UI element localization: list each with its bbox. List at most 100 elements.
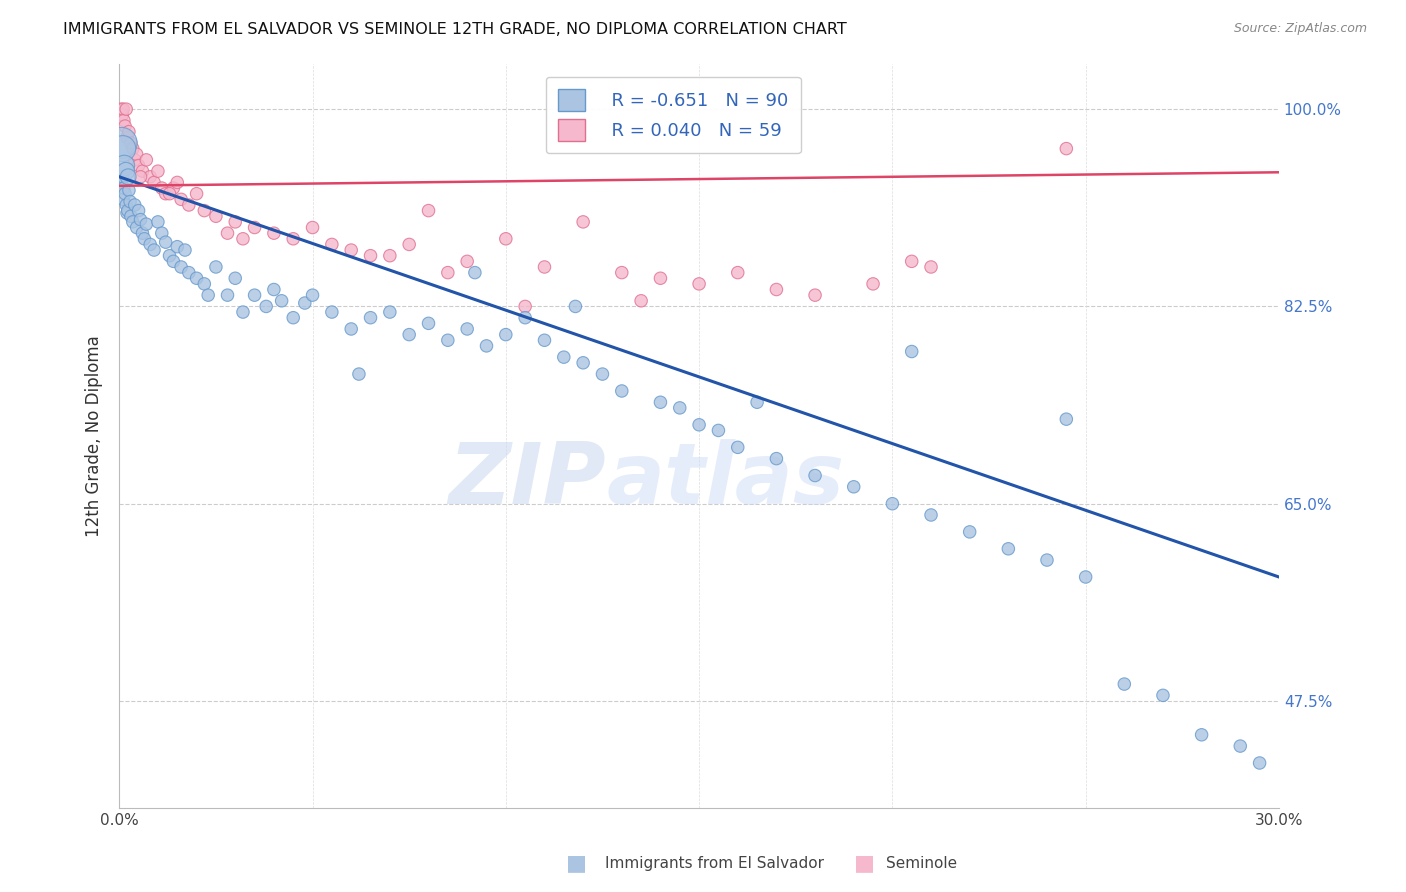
Point — [959, 524, 981, 539]
Point — [112, 192, 135, 206]
Point — [118, 183, 141, 197]
Point — [143, 243, 166, 257]
Point — [121, 215, 143, 229]
Point — [150, 181, 173, 195]
Point — [533, 333, 555, 347]
Point — [205, 209, 228, 223]
Point — [707, 424, 730, 438]
Point — [997, 541, 1019, 556]
Point — [232, 305, 254, 319]
Point — [197, 288, 219, 302]
Point — [650, 395, 672, 409]
Point — [398, 327, 420, 342]
Point — [111, 142, 134, 156]
Point — [150, 226, 173, 240]
Point — [456, 322, 478, 336]
Point — [920, 508, 942, 522]
Point — [135, 217, 157, 231]
Point — [217, 288, 239, 302]
Point — [177, 198, 200, 212]
Point — [688, 277, 710, 291]
Point — [155, 186, 177, 201]
Point — [294, 296, 316, 310]
Point — [1074, 570, 1097, 584]
Point — [263, 226, 285, 240]
Point — [110, 136, 132, 150]
Text: Source: ZipAtlas.com: Source: ZipAtlas.com — [1233, 22, 1367, 36]
Point — [224, 215, 246, 229]
Point — [243, 288, 266, 302]
Point — [553, 350, 575, 364]
Point — [437, 266, 460, 280]
Point — [112, 102, 135, 116]
Point — [115, 164, 138, 178]
Point — [114, 186, 136, 201]
Text: ZIP: ZIP — [449, 439, 606, 522]
Point — [900, 254, 922, 268]
Point — [533, 260, 555, 274]
Point — [162, 181, 184, 195]
Point — [495, 232, 517, 246]
Point — [155, 235, 177, 249]
Point — [120, 209, 142, 223]
Point — [115, 102, 138, 116]
Point — [301, 220, 323, 235]
Point — [128, 203, 150, 218]
Point — [1249, 756, 1271, 770]
Point — [186, 186, 208, 201]
Point — [159, 186, 181, 201]
Text: IMMIGRANTS FROM EL SALVADOR VS SEMINOLE 12TH GRADE, NO DIPLOMA CORRELATION CHART: IMMIGRANTS FROM EL SALVADOR VS SEMINOLE … — [63, 22, 846, 37]
Point — [117, 203, 139, 218]
Point — [128, 159, 150, 173]
Point — [186, 271, 208, 285]
Point — [765, 283, 787, 297]
Point — [842, 480, 865, 494]
Point — [1114, 677, 1136, 691]
Point — [340, 243, 363, 257]
Y-axis label: 12th Grade, No Diploma: 12th Grade, No Diploma — [86, 335, 103, 537]
Point — [115, 206, 138, 220]
Point — [321, 305, 343, 319]
Point — [193, 203, 215, 218]
Point — [117, 169, 139, 184]
Point — [1191, 728, 1213, 742]
Point — [166, 240, 188, 254]
Point — [112, 159, 135, 173]
Point — [193, 277, 215, 291]
Point — [900, 344, 922, 359]
Point — [120, 136, 142, 150]
Text: atlas: atlas — [606, 439, 845, 522]
Point — [111, 108, 134, 122]
Point — [232, 232, 254, 246]
Point — [243, 220, 266, 235]
Point — [360, 310, 382, 325]
Point — [765, 451, 787, 466]
Point — [135, 153, 157, 167]
Point — [283, 310, 305, 325]
Point — [804, 288, 827, 302]
Point — [398, 237, 420, 252]
Point — [270, 293, 292, 308]
Point — [882, 497, 904, 511]
Point — [124, 198, 146, 212]
Point — [177, 266, 200, 280]
Point — [515, 310, 537, 325]
Text: Seminole: Seminole — [886, 856, 957, 871]
Point — [1054, 412, 1077, 426]
Point — [124, 153, 146, 167]
Point — [131, 164, 153, 178]
Point — [120, 194, 142, 209]
Point — [572, 356, 595, 370]
Point — [668, 401, 690, 415]
Point — [170, 260, 193, 274]
Point — [115, 130, 138, 145]
Point — [159, 249, 181, 263]
Point — [515, 300, 537, 314]
Point — [727, 266, 749, 280]
Point — [146, 164, 169, 178]
Point — [464, 266, 486, 280]
Point — [125, 147, 148, 161]
Point — [125, 220, 148, 235]
Point — [745, 395, 768, 409]
Point — [162, 254, 184, 268]
